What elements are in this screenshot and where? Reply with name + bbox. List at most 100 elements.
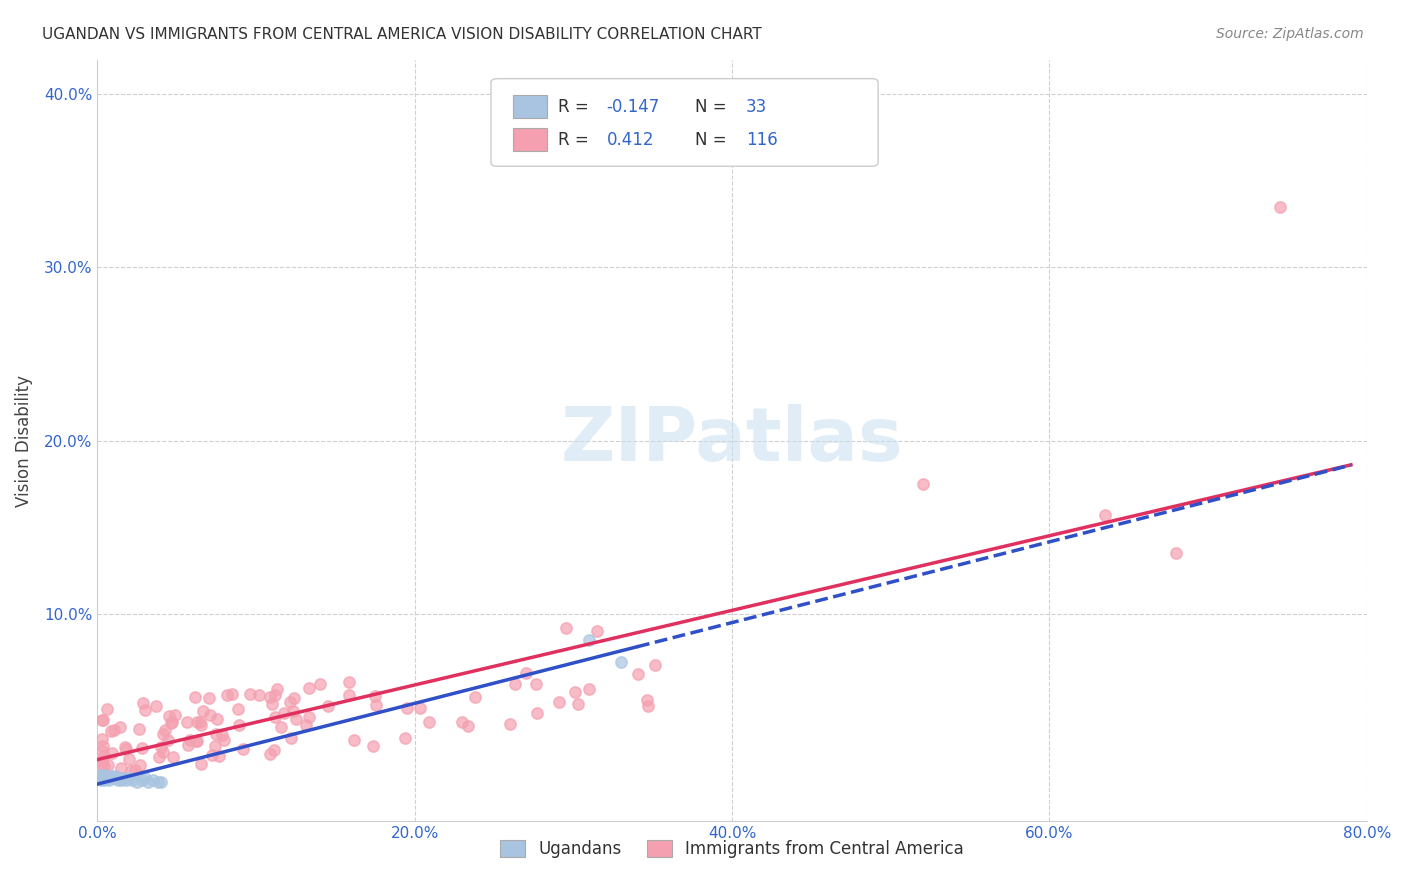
Point: [111, 771, 134, 785]
Text: N =: N =: [696, 98, 733, 116]
Point: [232, 742, 254, 756]
Point: [91, 744, 114, 758]
Point: [142, 772, 165, 787]
Point: [100, 724, 122, 739]
FancyBboxPatch shape: [491, 78, 879, 166]
Point: [118, 752, 141, 766]
Point: [87, 769, 110, 783]
Point: [278, 695, 301, 709]
Point: [91, 771, 114, 785]
Point: [157, 709, 180, 723]
Point: [152, 727, 174, 741]
Point: [160, 714, 183, 729]
Point: [114, 741, 136, 756]
Point: [93, 749, 115, 764]
Text: N =: N =: [696, 130, 733, 149]
Point: [145, 698, 167, 713]
Point: [464, 690, 486, 705]
Point: [259, 747, 281, 762]
Point: [260, 697, 283, 711]
Point: [212, 733, 235, 747]
Point: [637, 698, 659, 713]
Point: [103, 723, 125, 737]
Point: [96, 771, 118, 785]
Point: [157, 732, 180, 747]
Point: [295, 718, 318, 732]
Text: -0.147: -0.147: [606, 98, 659, 116]
Point: [101, 746, 124, 760]
Point: [280, 731, 302, 745]
Point: [186, 715, 208, 730]
Point: [298, 681, 321, 696]
Point: [228, 718, 250, 732]
Text: R =: R =: [558, 130, 595, 149]
Point: [131, 741, 153, 756]
Point: [131, 696, 153, 710]
Point: [176, 714, 198, 729]
Point: [515, 666, 537, 681]
Point: [129, 757, 152, 772]
Text: Source: ZipAtlas.com: Source: ZipAtlas.com: [1216, 27, 1364, 41]
Point: [146, 774, 169, 789]
Point: [179, 732, 201, 747]
Point: [361, 739, 384, 753]
Point: [567, 697, 589, 711]
Text: 116: 116: [747, 130, 778, 149]
Point: [191, 704, 214, 718]
Point: [201, 748, 224, 763]
Point: [124, 764, 146, 778]
Point: [115, 772, 138, 787]
Point: [1166, 546, 1188, 560]
FancyBboxPatch shape: [513, 95, 547, 119]
Point: [204, 739, 226, 753]
Legend: Ugandans, Immigrants from Central America: Ugandans, Immigrants from Central Americ…: [492, 831, 973, 866]
Point: [90, 772, 112, 787]
Point: [610, 655, 633, 669]
Point: [110, 761, 132, 775]
Point: [297, 710, 319, 724]
Point: [91, 739, 114, 754]
Point: [152, 745, 174, 759]
Text: 33: 33: [747, 98, 768, 116]
Point: [226, 702, 249, 716]
Point: [188, 714, 211, 729]
Point: [184, 690, 207, 704]
Text: ZIPatlas: ZIPatlas: [561, 404, 904, 477]
Point: [270, 720, 292, 734]
Point: [93, 768, 115, 782]
Point: [644, 658, 666, 673]
Point: [162, 750, 184, 764]
Text: R =: R =: [558, 98, 595, 116]
Point: [221, 687, 243, 701]
Point: [586, 624, 609, 638]
Point: [94, 771, 117, 785]
Point: [131, 772, 153, 787]
Point: [451, 714, 474, 729]
Point: [548, 695, 571, 709]
Point: [91, 731, 114, 746]
Point: [1094, 508, 1116, 522]
Point: [263, 709, 285, 723]
Point: [578, 681, 600, 696]
Point: [114, 740, 136, 755]
Point: [96, 702, 118, 716]
Point: [94, 769, 117, 783]
Point: [259, 690, 281, 704]
Point: [134, 771, 156, 785]
Point: [364, 689, 387, 703]
Point: [127, 774, 149, 789]
Point: [205, 712, 228, 726]
Point: [155, 723, 177, 738]
Point: [110, 772, 132, 787]
Point: [190, 756, 212, 771]
Point: [208, 749, 231, 764]
Point: [186, 734, 208, 748]
Point: [263, 743, 285, 757]
Point: [524, 677, 547, 691]
Point: [98, 771, 121, 785]
Point: [343, 732, 366, 747]
Point: [308, 676, 330, 690]
Point: [627, 667, 650, 681]
Point: [337, 675, 360, 690]
Point: [108, 771, 131, 785]
